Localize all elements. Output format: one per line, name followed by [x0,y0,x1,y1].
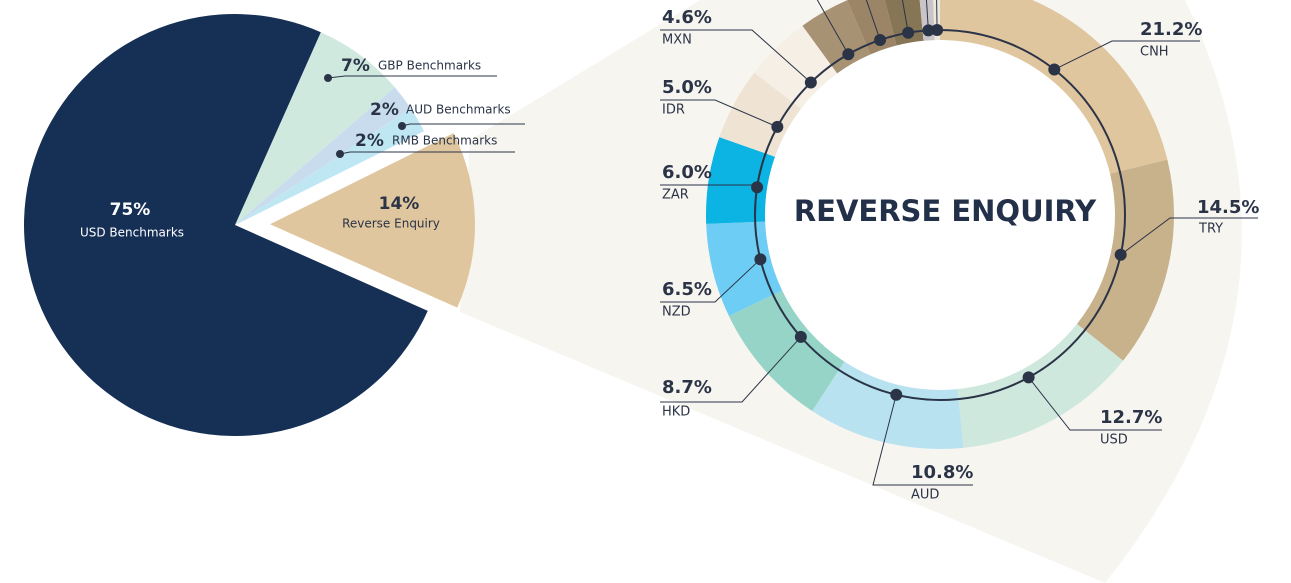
leader-line [865,0,881,41]
label-dot [804,76,817,89]
donut-segment [957,323,1124,448]
segment-name: ZAR [662,188,689,203]
pie-slice [235,87,411,225]
donut-segment [940,0,1168,174]
donut-segment [1076,159,1175,361]
donut-segment [812,361,964,450]
donut-hole [765,40,1115,390]
segment-name: IDR [662,103,685,118]
slice-value: 2% [355,131,384,151]
slice-name: RMB Benchmarks [392,134,497,148]
slice-value: 14% [379,194,420,214]
segment-name: CNH [1140,45,1169,60]
label-dot [1114,248,1127,261]
label-dot [842,48,855,61]
donut-segment [706,137,775,224]
label-dot [794,330,807,343]
segment-name: NZD [662,305,691,320]
leader-line [660,99,778,128]
label-dot [754,253,767,266]
segment-name: TRY [1198,222,1223,237]
segment-name: HKD [662,405,690,420]
slice-value: 7% [341,56,370,76]
segment-value: 4.6% [662,7,712,28]
leader-line [660,336,802,403]
segment-value: 5.0% [662,77,712,98]
pie-slice [235,32,395,225]
pie-slice [235,108,424,225]
segment-name: AUD [911,488,939,503]
slice-value: 2% [370,100,399,120]
label-dot [324,74,332,82]
label-dot [1048,63,1061,76]
label-dot [902,26,915,39]
label-dot [1022,371,1035,384]
donut-title: REVERSE ENQUIRY [794,194,1097,228]
pie-slice [24,13,428,437]
leader-line [1054,40,1200,70]
segment-value: 6.0% [662,162,712,183]
pie-slice [269,133,475,308]
segment-value: 10.8% [911,462,973,483]
label-dot [890,388,903,401]
leader-line [327,75,497,79]
segment-value: 8.7% [662,377,712,398]
label-dot [751,181,764,194]
label-dot [874,33,887,46]
leader-line [901,0,909,33]
leader-line [936,0,938,31]
label-dot [922,24,935,37]
leader-line [660,258,761,303]
donut-segment [728,290,845,411]
leader-line [1028,377,1162,431]
slice-name: USD Benchmarks [80,226,184,240]
label-dot [931,24,944,37]
leader-line [816,0,849,55]
slice-value: 75% [110,200,151,220]
slice-name: AUD Benchmarks [406,103,511,117]
label-dot [771,120,784,133]
leader-line [925,0,929,31]
label-dot [398,122,406,130]
leader-line [660,29,812,83]
segment-value: 21.2% [1140,19,1202,40]
segment-value: 12.7% [1100,407,1162,428]
segment-name: USD [1100,433,1128,448]
label-dot [336,150,344,158]
segment-value: 14.5% [1197,197,1259,218]
donut-segment [754,25,838,109]
leader-line [1120,217,1258,256]
leader-line [872,394,973,486]
segment-name: MXN [662,33,692,48]
slice-name: Reverse Enquiry [342,217,440,231]
donut-segment [719,72,802,157]
slice-name: GBP Benchmarks [378,59,481,73]
segment-value: 6.5% [662,279,712,300]
